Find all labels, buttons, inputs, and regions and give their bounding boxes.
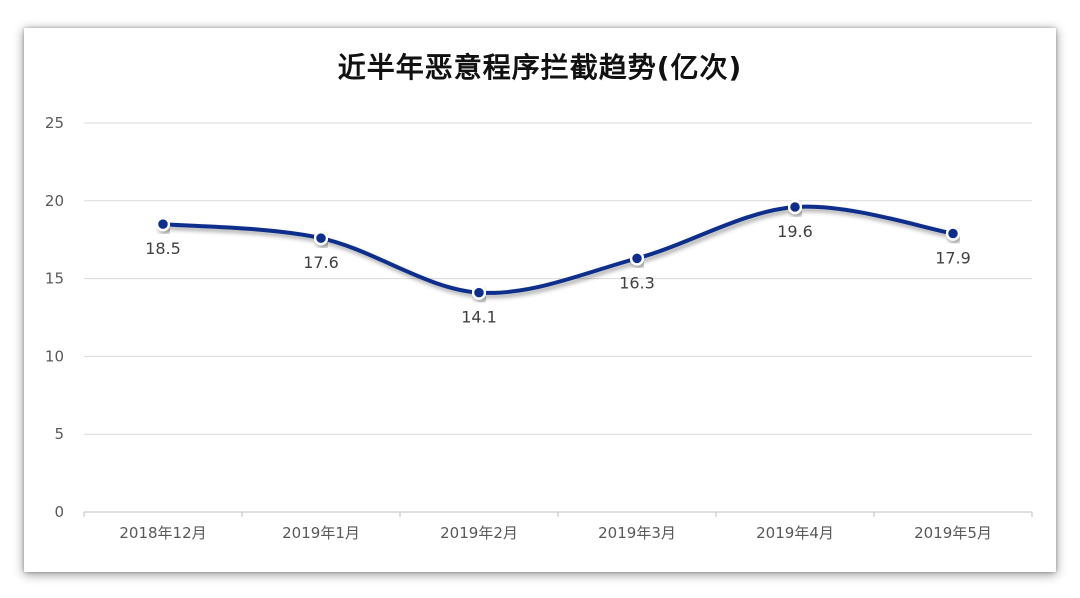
data-labels: 18.5 17.6 14.1 16.3 19.6 17.9 xyxy=(145,222,971,327)
y-tick-label: 25 xyxy=(45,114,64,132)
data-label: 17.9 xyxy=(935,248,971,267)
x-tick-label: 2019年3月 xyxy=(598,524,676,542)
data-label: 18.5 xyxy=(145,239,181,258)
x-tick-label: 2019年5月 xyxy=(914,524,992,542)
chart-card: 近半年恶意程序拦截趋势(亿次) 0 5 10 15 20 25 2018年12月 2019年… xyxy=(24,28,1056,572)
data-label: 19.6 xyxy=(777,222,813,241)
series-markers xyxy=(155,199,961,300)
y-tick-label: 20 xyxy=(45,192,64,210)
data-point xyxy=(787,199,803,215)
y-axis-ticks: 0 5 10 15 20 25 xyxy=(45,114,64,521)
y-tick-label: 0 xyxy=(54,503,64,521)
data-point xyxy=(155,216,171,232)
data-point xyxy=(313,230,329,246)
x-tick-label: 2019年1月 xyxy=(282,524,360,542)
data-point xyxy=(471,285,487,300)
y-tick-label: 5 xyxy=(54,425,64,443)
y-tick-label: 15 xyxy=(45,270,64,288)
data-label: 16.3 xyxy=(619,273,655,292)
data-label: 17.6 xyxy=(303,253,339,272)
line-chart: 0 5 10 15 20 25 2018年12月 2019年1月 2019年2月 2019年3月… xyxy=(45,114,1033,542)
data-point xyxy=(629,251,645,266)
x-tick-label: 2018年12月 xyxy=(119,524,206,542)
chart-title: 近半年恶意程序拦截趋势(亿次) xyxy=(337,51,743,84)
series-line-path xyxy=(161,204,955,295)
x-tick-label: 2019年2月 xyxy=(440,524,518,542)
y-tick-label: 10 xyxy=(45,347,64,365)
x-axis-ticks: 2018年12月 2019年1月 2019年2月 2019年3月 2019年4月 2019… xyxy=(119,524,991,542)
series-line xyxy=(161,204,955,295)
x-tick-label: 2019年4月 xyxy=(756,524,834,542)
grid-lines xyxy=(83,122,1033,517)
data-point xyxy=(945,226,961,241)
data-label: 14.1 xyxy=(461,308,497,327)
